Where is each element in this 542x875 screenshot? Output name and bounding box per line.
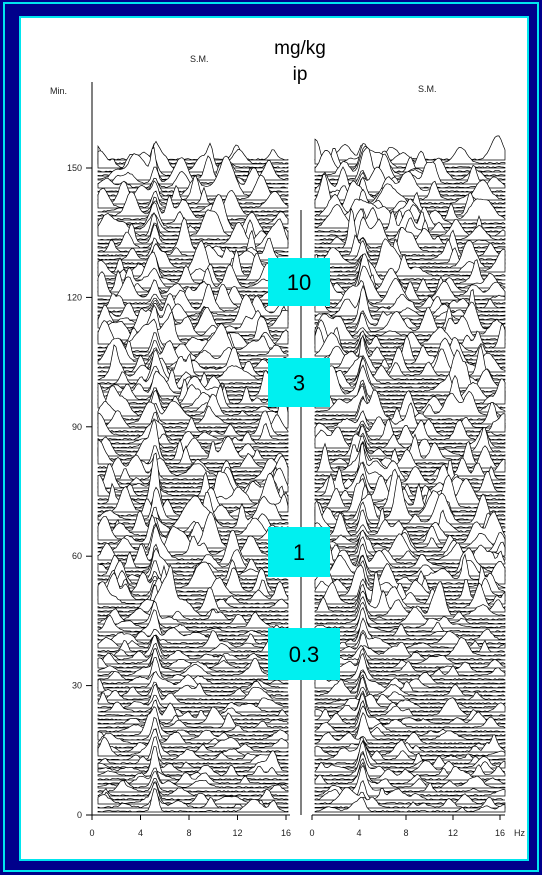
dose-label: 10 bbox=[287, 270, 311, 295]
x-tick-label: 12 bbox=[448, 828, 458, 838]
y-tick-label: 30 bbox=[72, 681, 82, 691]
x-tick-label: 8 bbox=[186, 828, 191, 838]
y-tick-label: 0 bbox=[77, 810, 82, 820]
x-tick-label: 0 bbox=[89, 828, 94, 838]
x-tick-label: 16 bbox=[495, 828, 505, 838]
slide: mg/kg ip Min. S.M. S.M. Hz 0306090120150… bbox=[0, 0, 542, 875]
y-tick-label: 150 bbox=[67, 163, 82, 173]
route-label: ip bbox=[293, 64, 308, 85]
x-unit: Hz bbox=[514, 828, 525, 838]
dose-label: 1 bbox=[293, 540, 305, 565]
y-axis-label: Min. bbox=[50, 86, 67, 96]
dose-label: 3 bbox=[293, 371, 305, 396]
y-tick-label: 60 bbox=[72, 551, 82, 561]
x-tick-label: 12 bbox=[232, 828, 242, 838]
x-tick-label: 4 bbox=[138, 828, 143, 838]
panel-label: S.M. bbox=[418, 84, 437, 94]
x-tick-label: 8 bbox=[403, 828, 408, 838]
x-tick-label: 4 bbox=[356, 828, 361, 838]
x-tick-label: 16 bbox=[281, 828, 291, 838]
unit-label: mg/kg bbox=[274, 38, 326, 59]
dose-label: 0.3 bbox=[289, 642, 320, 667]
x-tick-label: 0 bbox=[309, 828, 314, 838]
y-tick-label: 90 bbox=[72, 422, 82, 432]
panel-label: S.M. bbox=[190, 54, 209, 64]
y-tick-label: 120 bbox=[67, 292, 82, 302]
